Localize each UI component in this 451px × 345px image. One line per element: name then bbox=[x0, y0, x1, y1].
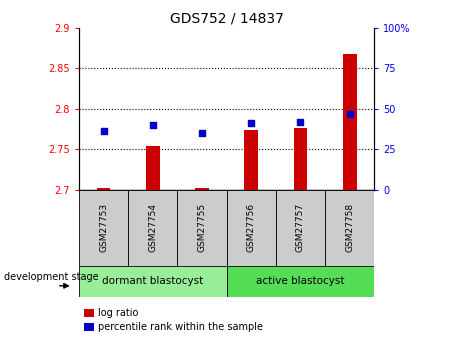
Bar bbox=[325, 190, 374, 266]
Point bbox=[297, 119, 304, 125]
Point bbox=[198, 130, 206, 136]
Bar bbox=[195, 188, 209, 190]
Bar bbox=[79, 266, 226, 297]
Title: GDS752 / 14837: GDS752 / 14837 bbox=[170, 11, 284, 25]
Bar bbox=[226, 190, 276, 266]
Text: GSM27753: GSM27753 bbox=[99, 203, 108, 252]
Legend: log ratio, percentile rank within the sample: log ratio, percentile rank within the sa… bbox=[84, 308, 263, 332]
Point bbox=[149, 122, 156, 128]
Point bbox=[346, 111, 353, 116]
Text: dormant blastocyst: dormant blastocyst bbox=[102, 276, 203, 286]
Text: GSM27757: GSM27757 bbox=[296, 203, 305, 252]
Bar bbox=[97, 188, 110, 190]
Text: active blastocyst: active blastocyst bbox=[256, 276, 345, 286]
Bar bbox=[244, 130, 258, 190]
Bar bbox=[343, 53, 357, 190]
Point bbox=[100, 129, 107, 134]
Bar bbox=[294, 128, 308, 190]
Text: development stage: development stage bbox=[4, 272, 99, 282]
Text: GSM27755: GSM27755 bbox=[198, 203, 207, 252]
Bar bbox=[128, 190, 177, 266]
Bar bbox=[226, 266, 374, 297]
Bar bbox=[276, 190, 325, 266]
Text: GSM27756: GSM27756 bbox=[247, 203, 256, 252]
Bar bbox=[146, 146, 160, 190]
Bar bbox=[79, 190, 128, 266]
Text: GSM27754: GSM27754 bbox=[148, 203, 157, 252]
Point bbox=[248, 120, 255, 126]
Bar bbox=[177, 190, 226, 266]
Text: GSM27758: GSM27758 bbox=[345, 203, 354, 252]
